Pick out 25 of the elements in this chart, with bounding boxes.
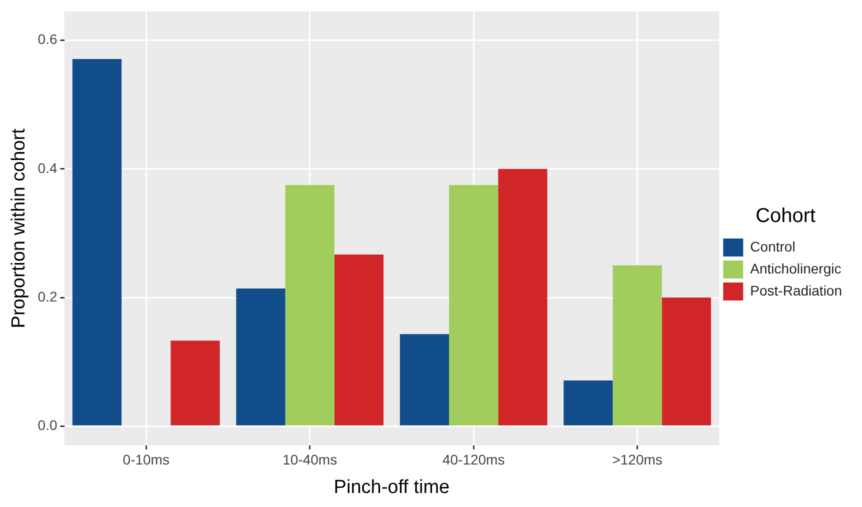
bar	[449, 185, 498, 426]
y-tick-label: 0.6	[38, 31, 58, 48]
bar	[498, 168, 548, 426]
x-tick-label: >120ms	[612, 452, 662, 468]
bar	[72, 58, 122, 426]
legend-label: Post-Radiation	[750, 282, 842, 298]
y-axis-title: Proportion within cohort	[8, 128, 30, 328]
x-axis-title: Pinch-off time	[334, 476, 450, 498]
bar	[662, 298, 711, 426]
x-tick-label: 0-10ms	[122, 452, 170, 468]
x-tick-label: 10-40ms	[282, 452, 338, 468]
bar	[170, 340, 220, 426]
y-tick-label: 0.2	[38, 288, 58, 304]
y-tick-label: 0.4	[38, 160, 58, 176]
bar	[400, 334, 450, 426]
y-tick-label: 0.0	[38, 416, 58, 433]
bar	[612, 265, 662, 426]
x-tick-label: 40-120ms	[442, 452, 505, 468]
bar	[236, 288, 286, 426]
bar	[285, 185, 334, 426]
legend-title: Cohort	[756, 205, 816, 228]
bar	[564, 380, 613, 426]
bar	[334, 254, 384, 426]
legend-label: Anticholinergic	[750, 260, 842, 276]
legend-label: Control	[750, 238, 796, 254]
